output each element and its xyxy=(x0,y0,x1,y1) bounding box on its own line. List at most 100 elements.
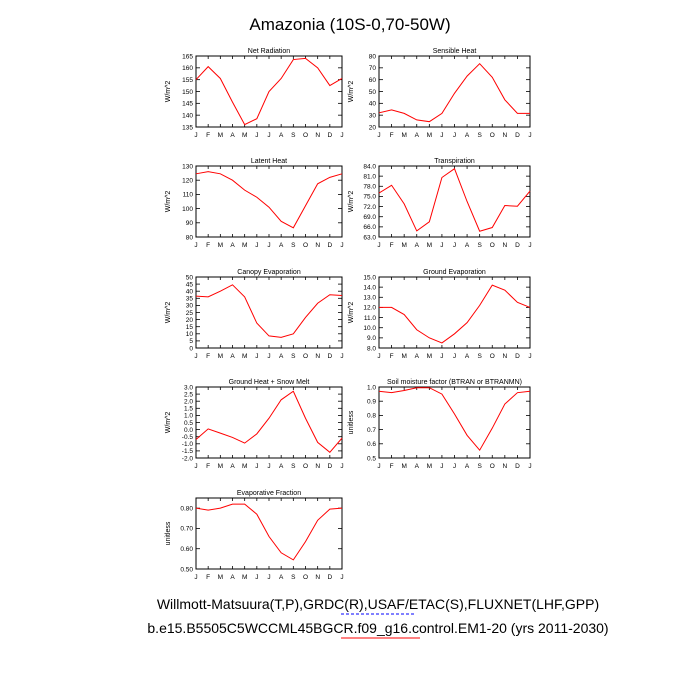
y-tick-label: 0.6 xyxy=(367,441,376,448)
x-tick-label: F xyxy=(206,574,210,581)
x-tick-label: J xyxy=(255,574,258,581)
y-tick-label: 20 xyxy=(186,317,194,324)
x-tick-label: M xyxy=(427,353,432,360)
y-tick-label: 145 xyxy=(182,101,193,108)
plot-frame xyxy=(378,276,531,349)
series-line xyxy=(195,390,343,454)
x-tick-label: J xyxy=(440,463,443,470)
x-tick-label: J xyxy=(194,463,197,470)
footer-sources: Willmott-Matsuura(T,P),GRDC(R),USAF/ETAC… xyxy=(157,596,599,612)
x-tick-label: A xyxy=(279,132,284,139)
x-tick-label: O xyxy=(490,242,495,249)
y-tick-label: 0.9 xyxy=(367,399,376,406)
y-tick-label: 100 xyxy=(182,206,193,213)
x-tick-label: D xyxy=(515,463,520,470)
x-tick-label: A xyxy=(230,574,235,581)
panel-title: Transpiration xyxy=(434,158,475,165)
x-tick-label: A xyxy=(465,463,470,470)
y-axis-label: W/m^2 xyxy=(348,81,355,103)
x-tick-label: J xyxy=(528,463,531,470)
x-tick-label: A xyxy=(415,353,420,360)
x-tick-label: S xyxy=(291,132,296,139)
x-tick-label: F xyxy=(206,353,210,360)
y-tick-label: 160 xyxy=(182,65,193,72)
x-tick-label: A xyxy=(465,353,470,360)
y-tick-label: 20 xyxy=(369,124,377,131)
y-tick-label: 40 xyxy=(369,101,377,108)
x-tick-label: O xyxy=(303,463,308,470)
y-tick-label: -0.5 xyxy=(182,434,194,441)
x-tick-label: A xyxy=(279,574,284,581)
x-tick-label: A xyxy=(415,242,420,249)
series-line xyxy=(378,62,530,123)
y-tick-label: 120 xyxy=(182,178,193,185)
x-tick-label: J xyxy=(267,574,270,581)
y-tick-label: 165 xyxy=(182,53,193,60)
x-tick-label: J xyxy=(340,242,343,249)
y-tick-label: 11.0 xyxy=(364,315,377,322)
y-tick-label: 140 xyxy=(182,112,193,119)
x-tick-label: F xyxy=(206,242,210,249)
x-tick-label: S xyxy=(477,353,482,360)
x-tick-label: N xyxy=(315,574,320,581)
plot-frame xyxy=(195,386,343,459)
x-tick-label: M xyxy=(218,242,223,249)
x-tick-label: D xyxy=(327,353,332,360)
x-tick-label: A xyxy=(415,463,420,470)
y-tick-label: 3.0 xyxy=(184,384,193,391)
x-tick-label: A xyxy=(279,242,284,249)
y-tick-label: 10.0 xyxy=(363,325,376,332)
x-tick-label: J xyxy=(377,132,380,139)
x-tick-label: J xyxy=(194,353,197,360)
plot-frame xyxy=(378,55,531,128)
y-tick-label: 84.0 xyxy=(363,163,376,170)
y-tick-label: 66.0 xyxy=(363,224,376,231)
y-tick-label: -1.0 xyxy=(182,441,194,448)
y-tick-label: 150 xyxy=(182,89,193,96)
y-tick-label: 130 xyxy=(182,163,193,170)
x-tick-label: M xyxy=(242,242,247,249)
x-tick-label: N xyxy=(502,463,507,470)
x-tick-label: M xyxy=(218,463,223,470)
x-tick-label: O xyxy=(490,463,495,470)
y-tick-label: 15.0 xyxy=(363,274,376,281)
plot-frame xyxy=(378,386,531,459)
figure-title: Amazonia (10S-0,70-50W) xyxy=(249,15,450,34)
x-tick-label: M xyxy=(401,242,406,249)
x-tick-label: M xyxy=(242,132,247,139)
y-tick-label: 30 xyxy=(369,112,377,119)
x-tick-label: J xyxy=(453,353,456,360)
y-tick-label: 75.0 xyxy=(363,194,376,201)
y-tick-label: 14.0 xyxy=(363,284,376,291)
x-tick-label: A xyxy=(230,463,235,470)
x-tick-label: J xyxy=(340,574,343,581)
x-tick-label: J xyxy=(267,353,270,360)
x-tick-label: M xyxy=(218,574,223,581)
panel-title: Ground Evaporation xyxy=(423,269,486,276)
x-tick-label: N xyxy=(502,353,507,360)
y-tick-label: 81.0 xyxy=(363,173,376,180)
y-tick-label: 50 xyxy=(186,274,194,281)
x-tick-label: S xyxy=(291,463,296,470)
y-tick-label: 0.60 xyxy=(180,546,193,553)
x-tick-label: J xyxy=(340,132,343,139)
x-tick-label: A xyxy=(230,353,235,360)
x-tick-label: M xyxy=(401,132,406,139)
y-axis-label: unitless xyxy=(348,410,355,434)
y-tick-label: 2.0 xyxy=(184,399,193,406)
x-tick-label: O xyxy=(303,132,308,139)
y-tick-label: 0.0 xyxy=(184,427,193,434)
x-tick-label: S xyxy=(477,242,482,249)
y-tick-label: 0.5 xyxy=(367,455,376,462)
x-tick-label: J xyxy=(453,463,456,470)
y-tick-label: 80 xyxy=(186,234,194,241)
x-tick-label: J xyxy=(528,132,531,139)
y-tick-label: 63.0 xyxy=(363,234,376,241)
y-tick-label: 1.0 xyxy=(184,413,193,420)
y-tick-label: 0.5 xyxy=(184,420,193,427)
x-tick-label: O xyxy=(303,242,308,249)
x-tick-label: J xyxy=(440,353,443,360)
y-tick-label: 80 xyxy=(369,53,377,60)
